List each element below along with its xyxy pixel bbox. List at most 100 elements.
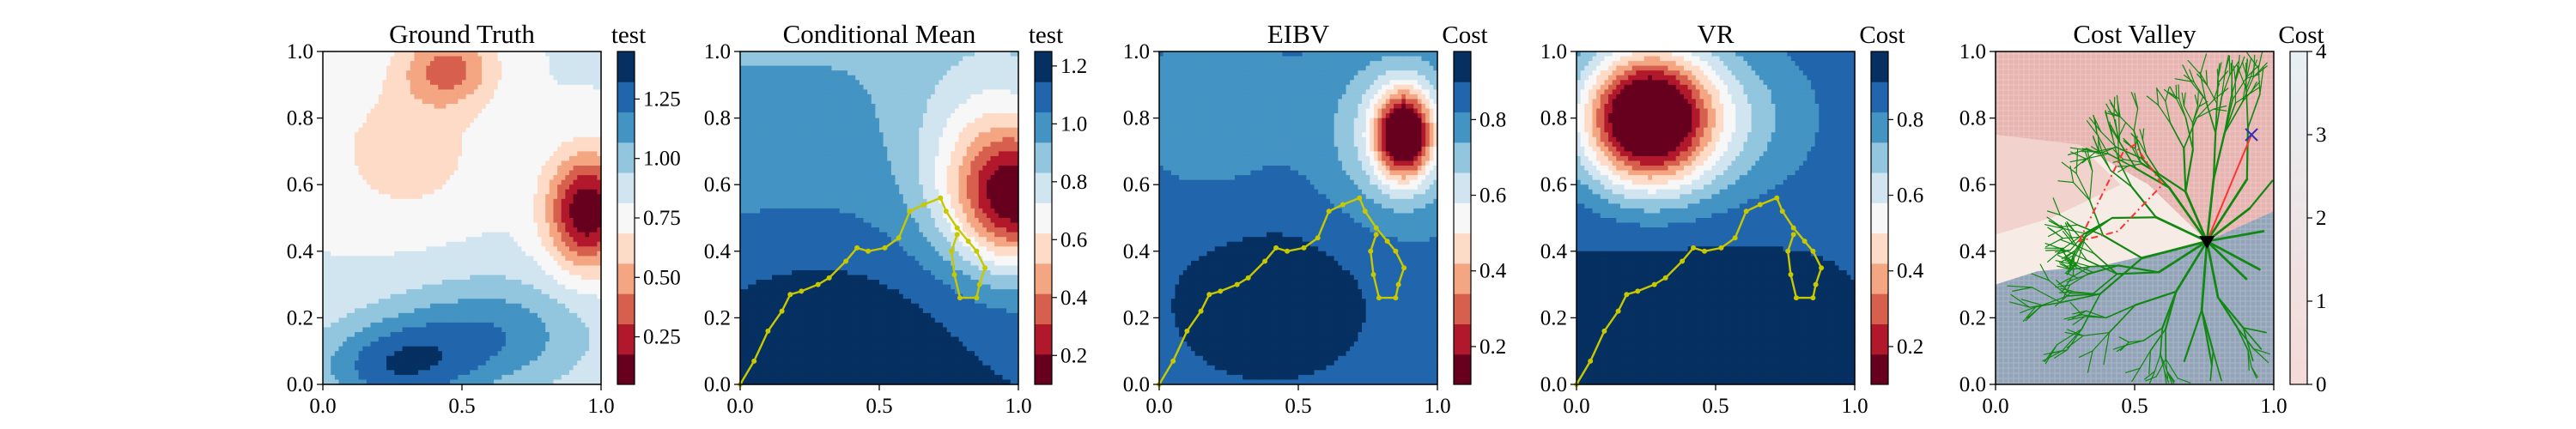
- heat-cell: [585, 237, 590, 243]
- heat-cell: [441, 65, 447, 71]
- heat-cell: [343, 56, 348, 62]
- heat-cell: [462, 179, 467, 185]
- heat-cell: [422, 336, 427, 342]
- heat-cell: [334, 222, 340, 228]
- heat-cell: [485, 308, 490, 314]
- heat-cell: [521, 51, 526, 57]
- heat-cell: [557, 303, 562, 309]
- heat-cell: [370, 312, 375, 318]
- heat-cell: [343, 312, 348, 318]
- heat-cell: [370, 132, 375, 138]
- heat-cell: [378, 365, 384, 371]
- heat-cell: [366, 260, 372, 267]
- heat-cell: [366, 336, 372, 342]
- heat-cell: [517, 179, 523, 185]
- heat-cell: [358, 360, 363, 366]
- heat-cell: [394, 175, 399, 181]
- heat-cell: [331, 175, 336, 181]
- heat-cell: [446, 222, 451, 228]
- heat-cell: [390, 146, 395, 152]
- heat-cell: [533, 374, 538, 381]
- heat-cell: [482, 208, 487, 214]
- heat-cell: [410, 365, 416, 371]
- heat-cell: [386, 346, 392, 352]
- heat-cell: [441, 299, 447, 305]
- heat-cell: [414, 51, 419, 57]
- heat-cell: [526, 70, 531, 76]
- heat-cell: [418, 184, 423, 190]
- heat-cell: [398, 194, 404, 200]
- heat-cell: [422, 360, 427, 366]
- heat-cell: [505, 227, 511, 233]
- heat-cell: [501, 51, 507, 57]
- heat-cell: [450, 346, 455, 352]
- heat-cell: [509, 289, 514, 295]
- heat-cell: [470, 218, 475, 224]
- heat-cell: [378, 218, 384, 224]
- heat-cell: [505, 336, 511, 342]
- heat-cell: [537, 322, 543, 329]
- heat-cell: [597, 237, 602, 243]
- y-tick-label: 0.8: [287, 107, 313, 130]
- heat-cell: [398, 213, 404, 219]
- heat-cell: [501, 56, 507, 62]
- heat-cell: [505, 108, 511, 114]
- heat-cell: [323, 179, 328, 185]
- heat-cell: [494, 136, 499, 142]
- heat-cell: [529, 194, 534, 200]
- heat-cell: [326, 160, 331, 166]
- heat-cell: [533, 118, 538, 124]
- heat-cell: [323, 51, 328, 57]
- heat-cell: [494, 365, 499, 371]
- heat-cell: [441, 336, 447, 342]
- heat-cell: [494, 108, 499, 114]
- heat-cell: [740, 175, 745, 181]
- heat-cell: [394, 237, 399, 243]
- heat-cell: [533, 99, 538, 105]
- heat-cell: [497, 194, 502, 200]
- heat-cell: [450, 241, 455, 247]
- heat-cell: [326, 155, 331, 162]
- heat-cell: [422, 132, 427, 138]
- heat-cell: [418, 213, 423, 219]
- heat-cell: [453, 237, 459, 243]
- heat-cell: [441, 275, 447, 281]
- heat-cell: [565, 365, 570, 371]
- heat-cell: [394, 370, 399, 376]
- heat-cell: [494, 246, 499, 252]
- heat-cell: [390, 322, 395, 329]
- heat-cell: [346, 179, 351, 185]
- heat-cell: [331, 218, 336, 224]
- heat-cell: [398, 222, 404, 228]
- heat-cell: [517, 370, 523, 376]
- heat-cell: [446, 151, 451, 157]
- heat-cell: [331, 303, 336, 309]
- heat-cell: [434, 351, 439, 357]
- heat-cell: [565, 189, 570, 195]
- heat-cell: [434, 284, 439, 290]
- heat-cell: [517, 299, 523, 305]
- heat-cell: [505, 160, 511, 166]
- heat-cell: [418, 256, 423, 262]
- heat-cell: [358, 355, 363, 361]
- heat-cell: [326, 355, 331, 361]
- heat-cell: [533, 61, 538, 67]
- heat-cell: [482, 237, 487, 243]
- heat-cell: [521, 246, 526, 252]
- heat-cell: [382, 184, 387, 190]
- heat-cell: [398, 175, 404, 181]
- heat-cell: [537, 61, 543, 67]
- heat-cell: [561, 346, 566, 352]
- heat-cell: [441, 360, 447, 366]
- heat-cell: [568, 170, 574, 176]
- heat-cell: [501, 132, 507, 138]
- heat-cell: [497, 346, 502, 352]
- heat-cell: [406, 127, 411, 133]
- heat-cell: [331, 241, 336, 247]
- heat-cell: [526, 151, 531, 157]
- heat-cell: [378, 166, 384, 172]
- heat-cell: [418, 51, 423, 57]
- heat-cell: [509, 284, 514, 290]
- heat-cell: [526, 155, 531, 162]
- heat-cell: [438, 237, 443, 243]
